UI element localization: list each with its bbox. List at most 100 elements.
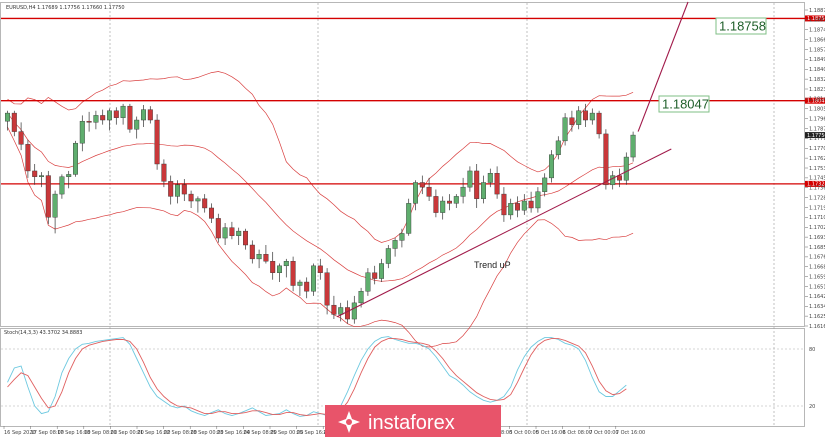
price-tick-label: 1.18875 <box>809 8 825 14</box>
candle-body <box>379 263 385 279</box>
candle-body <box>106 110 112 121</box>
candle-body <box>549 154 555 179</box>
candle-body <box>399 233 405 241</box>
stochastic-oscillator: 80 20 <box>1 336 815 417</box>
candle-body <box>174 184 180 197</box>
period-separators <box>109 3 775 426</box>
candle-body <box>630 134 636 158</box>
level-callout-box <box>715 17 767 35</box>
time-tick-label: 25 Sep 16:00 <box>297 430 330 436</box>
logo-text: instaforex <box>368 412 455 434</box>
time-tick-label: 18 Sep 08:00 <box>84 430 117 436</box>
level-price-tag-label: 1.18758 <box>807 16 825 22</box>
candle-body <box>263 254 269 262</box>
candle-body <box>304 281 310 292</box>
price-tick-label: 1.18490 <box>809 57 825 63</box>
candle-body <box>562 117 568 142</box>
projection-line <box>637 1 689 132</box>
price-tick-label: 1.18660 <box>809 37 825 43</box>
candle-body <box>331 304 337 315</box>
candle-body <box>18 131 24 145</box>
time-tick-label: 25 Sep 00:00 <box>270 430 303 436</box>
candle-body <box>351 302 357 320</box>
candle-body <box>623 156 629 181</box>
price-tick-label: 1.18055 <box>809 107 825 113</box>
candle-body <box>596 112 602 135</box>
horizontal-levels: 1.18758 1.18047 1.17328 1.18758 1.18047 <box>1 15 825 188</box>
candle-body <box>236 230 242 236</box>
candle-body <box>392 240 398 249</box>
candle-body <box>270 261 276 273</box>
price-tick-label: 1.18575 <box>809 47 825 53</box>
stoch-signal-line <box>7 338 627 416</box>
candle-body <box>610 175 616 186</box>
candle-body <box>222 227 228 239</box>
last-price-label: 1.17750 <box>807 133 825 139</box>
candle-body <box>120 105 126 118</box>
time-tick-label: 23 Sep 00:00 <box>190 430 223 436</box>
candle-body <box>32 170 38 177</box>
price-tick-label: 1.18745 <box>809 28 825 34</box>
price-tick-label: 1.17450 <box>809 176 825 182</box>
candle-body <box>576 110 582 125</box>
candle-body <box>528 200 534 209</box>
candle-body <box>52 193 58 218</box>
candle-body <box>508 203 514 216</box>
instaforex-logo: instaforex <box>325 405 501 437</box>
candle-body <box>188 193 194 202</box>
price-tick-label: 1.16680 <box>809 265 825 271</box>
time-tick-label: 17 Sep 16:00 <box>57 430 90 436</box>
candle-body <box>229 227 235 236</box>
price-tick-label: 1.17020 <box>809 225 825 231</box>
candle-body <box>542 177 548 192</box>
candle-body <box>413 182 419 204</box>
price-tick-label: 1.18320 <box>809 77 825 83</box>
level-price-tag-label: 1.18047 <box>807 99 825 105</box>
price-tick-label: 1.17705 <box>809 146 825 152</box>
trend-lines <box>336 1 689 318</box>
level-price-tag <box>805 180 825 187</box>
candle-body <box>168 181 174 197</box>
time-tick-label: 21 Sep 16:00 <box>137 430 170 436</box>
candle-body <box>406 203 412 234</box>
candle-body <box>569 117 575 125</box>
candle-body <box>127 105 133 130</box>
candle-body <box>256 254 262 260</box>
candle-body <box>297 281 303 286</box>
level-callout-label: 1.18047 <box>662 97 709 112</box>
candle-body <box>521 200 527 211</box>
candle-body <box>515 203 521 211</box>
price-tick-label: 1.18835 <box>809 18 825 24</box>
stoch-main-line <box>7 336 627 417</box>
price-tick-label: 1.17195 <box>809 205 825 211</box>
candle-body <box>4 112 10 122</box>
candle-body <box>113 110 119 118</box>
level-callout-box <box>658 95 710 113</box>
price-tick-label: 1.16850 <box>809 245 825 251</box>
candle-body <box>249 244 255 260</box>
candle-body <box>324 272 330 306</box>
symbol-header: EURUSD,H4 1.17689 1.17756 1.17660 1.1775… <box>6 5 125 11</box>
price-tick-label: 1.17105 <box>809 215 825 221</box>
candle-body <box>39 175 45 177</box>
level-price-tag <box>805 97 825 104</box>
time-tick-label: 23 Sep 16:00 <box>217 430 250 436</box>
oscillator-header: Stoch(14,3,3) 43.3702 34.8883 <box>4 330 82 336</box>
price-tick-label: 1.16425 <box>809 294 825 300</box>
candle-body <box>583 110 589 121</box>
logo-mark-icon <box>338 411 360 433</box>
price-tick-label: 1.18405 <box>809 67 825 73</box>
price-tick-label: 1.16595 <box>809 274 825 280</box>
price-tick-label: 1.16935 <box>809 235 825 241</box>
candle-body <box>385 248 391 264</box>
candle-body <box>311 265 317 292</box>
time-tick-label: 5 Oct 16:00 <box>536 430 565 436</box>
candlesticks <box>4 103 636 324</box>
candle-body <box>100 115 106 121</box>
candle-body <box>93 115 99 123</box>
candle-body <box>501 193 507 216</box>
price-tick-label: 1.17620 <box>809 156 825 162</box>
candle-body <box>79 120 85 144</box>
candle-body <box>45 175 51 218</box>
